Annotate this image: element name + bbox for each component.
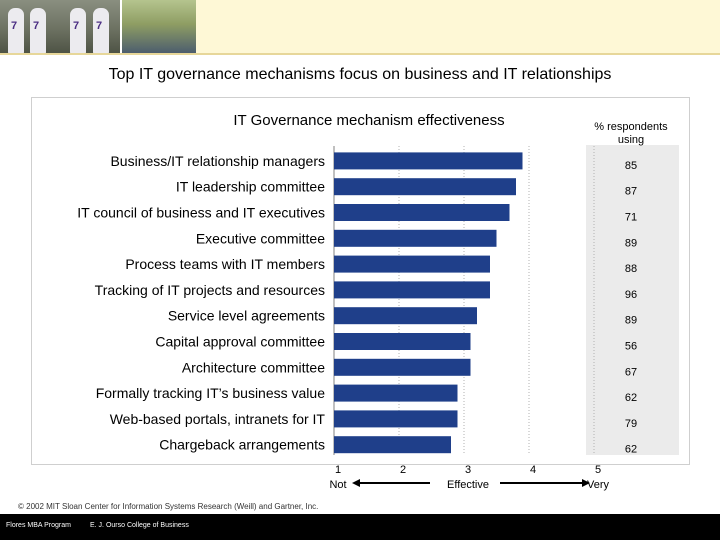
respondents-pct: 85 bbox=[625, 160, 637, 172]
bar bbox=[334, 410, 458, 428]
x-scale-word: Effective bbox=[447, 479, 489, 491]
respondents-pct: 96 bbox=[625, 289, 637, 301]
bar bbox=[334, 384, 458, 402]
effectiveness-arrow bbox=[352, 479, 590, 487]
category-label: Service level agreements bbox=[168, 308, 325, 324]
category-label: Chargeback arrangements bbox=[159, 437, 325, 453]
respondents-header: % respondents using bbox=[594, 121, 668, 146]
bar bbox=[334, 333, 471, 350]
category-label: Architecture committee bbox=[182, 359, 325, 375]
x-tick-label: 4 bbox=[530, 464, 536, 476]
category-label: Formally tracking IT’s business value bbox=[96, 385, 325, 401]
respondents-pct: 89 bbox=[625, 315, 637, 327]
respondents-pct: 79 bbox=[625, 418, 637, 430]
bar bbox=[334, 307, 477, 325]
student-figure: 7 bbox=[30, 8, 46, 54]
respondents-column-shade bbox=[586, 145, 679, 455]
reading-student-photo bbox=[122, 0, 196, 54]
bar bbox=[334, 436, 451, 454]
bar bbox=[334, 358, 471, 376]
category-label: Process teams with IT members bbox=[125, 256, 325, 272]
category-label: Executive committee bbox=[196, 230, 325, 246]
bar bbox=[334, 281, 490, 299]
student-figure: 7 bbox=[70, 8, 86, 54]
category-label: IT council of business and IT executives bbox=[77, 205, 325, 221]
copyright-note: © 2002 MIT Sloan Center for Information … bbox=[18, 502, 318, 511]
respondents-pct: 87 bbox=[625, 186, 637, 198]
category-label: Web-based portals, intranets for IT bbox=[110, 411, 326, 427]
header-band bbox=[196, 0, 720, 54]
slide-title: Top IT governance mechanisms focus on bu… bbox=[108, 66, 612, 83]
x-tick-label: 3 bbox=[465, 464, 471, 476]
x-tick-label: 2 bbox=[400, 464, 406, 476]
x-scale-word: Not bbox=[329, 479, 346, 491]
footer-left: Flores MBA Program bbox=[6, 522, 71, 529]
header-divider bbox=[0, 53, 720, 55]
respondents-pct: 89 bbox=[625, 237, 637, 249]
x-tick-label: 1 bbox=[335, 464, 341, 476]
x-tick-label: 5 bbox=[595, 464, 601, 476]
bar bbox=[334, 204, 510, 221]
respondents-pct: 71 bbox=[625, 212, 637, 224]
category-label: Tracking of IT projects and resources bbox=[95, 282, 325, 298]
x-scale-word: Very bbox=[587, 479, 610, 491]
footer-bar bbox=[0, 514, 720, 540]
category-label: Business/IT relationship managers bbox=[110, 153, 325, 169]
category-label: Capital approval committee bbox=[155, 334, 325, 350]
student-figure: 7 bbox=[8, 8, 24, 54]
respondents-pct: 56 bbox=[625, 341, 637, 353]
respondents-pct: 67 bbox=[625, 366, 637, 378]
bar bbox=[334, 178, 516, 196]
bar bbox=[334, 229, 497, 247]
bar bbox=[334, 152, 523, 170]
header-photos: 7 7 7 7 bbox=[0, 0, 196, 54]
category-label: IT leadership committee bbox=[176, 179, 325, 195]
students-photo: 7 7 7 7 bbox=[0, 0, 120, 54]
chart-title: IT Governance mechanism effectiveness bbox=[233, 112, 504, 129]
respondents-pct: 88 bbox=[625, 263, 637, 275]
respondents-pct: 62 bbox=[625, 444, 637, 456]
respondents-pct: 62 bbox=[625, 392, 637, 404]
footer-right: E. J. Ourso College of Business bbox=[90, 522, 189, 529]
bar bbox=[334, 255, 490, 273]
student-figure: 7 bbox=[93, 8, 109, 54]
